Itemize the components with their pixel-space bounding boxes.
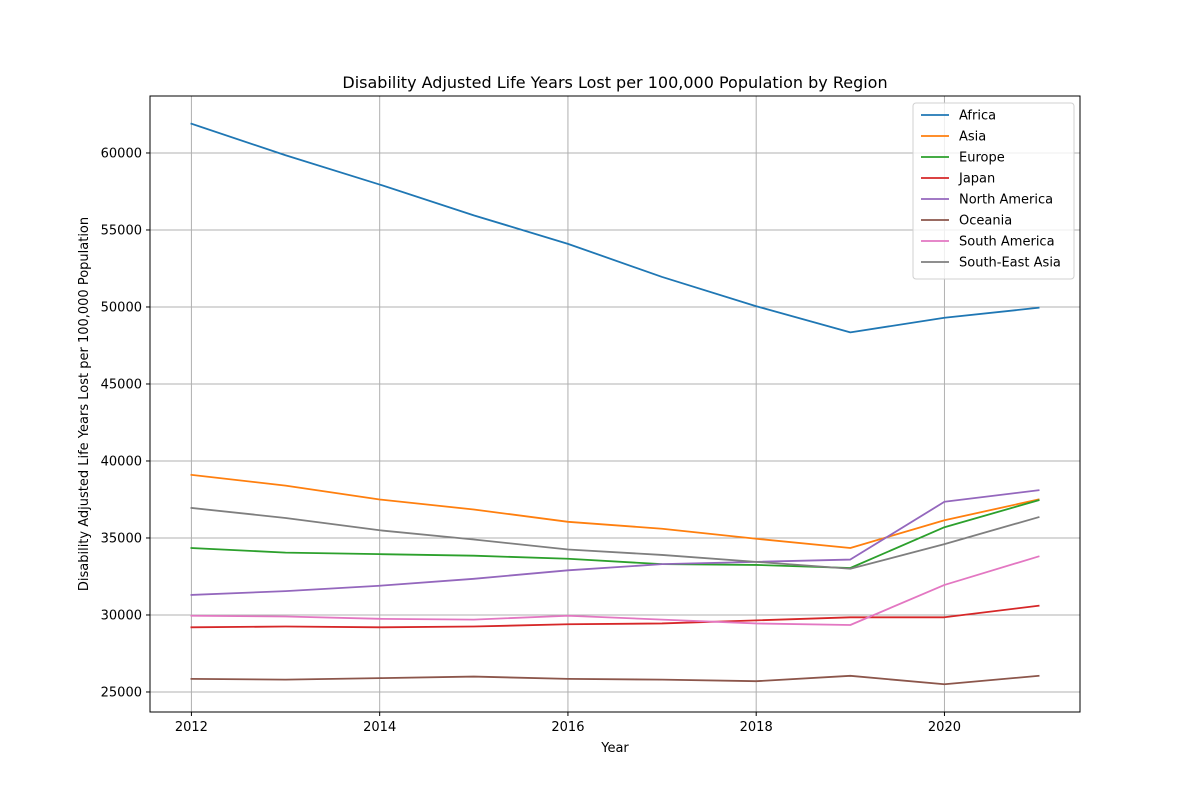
- legend-label-north-america: North America: [959, 193, 1053, 208]
- x-axis-label: Year: [600, 741, 629, 756]
- series-line-japan: [190, 604, 1040, 629]
- chart-title: Disability Adjusted Life Years Lost per …: [342, 73, 887, 92]
- legend: Africa Asia Europe Japan North America Oceani…: [912, 102, 1075, 280]
- axis-ticks: 2012 2014 2016 2018 2020 25000 30000 35000 40000…: [101, 146, 961, 735]
- series-line-europe: [190, 499, 1040, 569]
- legend-label-south-east-asia: South-East Asia: [959, 256, 1061, 271]
- series-line-oceania: [190, 674, 1040, 686]
- x-tick-label: 2014: [363, 720, 396, 735]
- series-line-africa: [190, 122, 1040, 334]
- plot-area-frame: [149, 95, 1081, 713]
- y-tick-label: 60000: [101, 146, 142, 161]
- y-tick-label: 45000: [101, 377, 142, 392]
- y-tick-label: 55000: [101, 223, 142, 238]
- y-tick-label: 25000: [101, 685, 142, 700]
- legend-label-oceania: Oceania: [959, 214, 1012, 229]
- legend-label-asia: Asia: [959, 130, 986, 145]
- legend-label-south-america: South America: [959, 235, 1055, 250]
- series-line-north-america: [190, 489, 1040, 596]
- legend-label-europe: Europe: [959, 151, 1005, 166]
- legend-box: [912, 102, 1075, 280]
- x-tick-label: 2020: [928, 720, 961, 735]
- legend-label-japan: Japan: [958, 172, 995, 187]
- y-tick-label: 50000: [101, 300, 142, 315]
- series-line-south-america: [190, 555, 1040, 626]
- x-tick-label: 2012: [175, 720, 208, 735]
- x-tick-label: 2018: [740, 720, 773, 735]
- y-axis-label: Disability Adjusted Life Years Lost per …: [77, 217, 92, 591]
- grid: [150, 96, 1080, 712]
- y-tick-label: 40000: [101, 454, 142, 469]
- legend-label-africa: Africa: [959, 109, 996, 124]
- y-tick-label: 30000: [101, 608, 142, 623]
- x-tick-label: 2016: [551, 720, 584, 735]
- series-line-asia: [190, 473, 1040, 549]
- y-tick-label: 35000: [101, 531, 142, 546]
- series-line-south-east-asia: [190, 506, 1040, 570]
- series-lines: [190, 122, 1040, 686]
